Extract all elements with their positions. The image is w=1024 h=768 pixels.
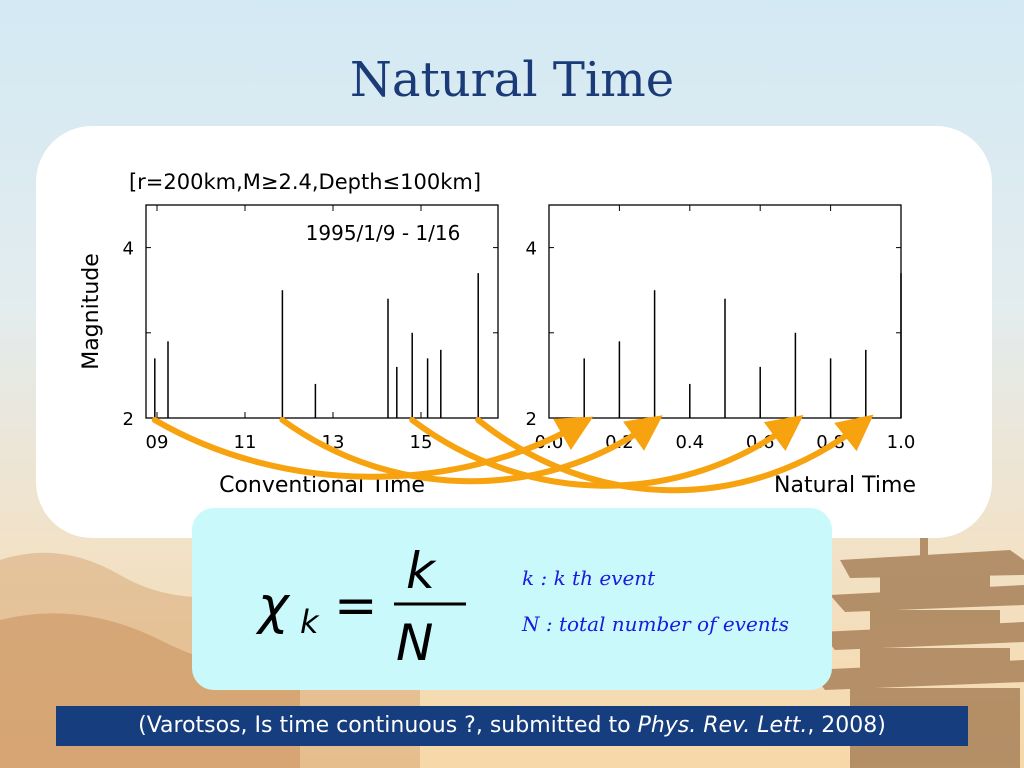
mapping-arrows	[151, 414, 874, 494]
left-yaxis-label: Magnitude	[79, 253, 104, 370]
formula-denominator: N	[396, 614, 433, 672]
date-range-annotation: 1995/1/9 - 1/16	[306, 221, 461, 245]
right-xtick-label: 1.0	[887, 432, 916, 453]
right-ytick-label: 4	[526, 239, 537, 260]
definition-N: N : total number of events	[522, 612, 789, 636]
left-ytick-label: 4	[123, 239, 134, 260]
slide-title: Natural Time	[349, 52, 675, 108]
left-xtick-label: 15	[410, 432, 433, 453]
formula-lhs-subscript: k	[300, 603, 320, 641]
mapping-arrow	[475, 414, 874, 494]
citation-prefix: (Varotsos, Is time continuous ?, submitt…	[138, 713, 638, 738]
formula-box: χ k = k N k : k th event N : total numbe…	[192, 508, 832, 690]
citation-bar: (Varotsos, Is time continuous ?, submitt…	[56, 706, 968, 746]
formula-lhs-symbol: χ	[255, 576, 291, 636]
left-xtick-label: 09	[146, 432, 169, 453]
pagoda-icon	[810, 520, 1024, 768]
formula-equals: =	[334, 576, 378, 636]
right-xtick-label: 0.4	[675, 432, 704, 453]
definition-k: k : k th event	[522, 566, 656, 590]
left-plot-frame	[145, 204, 499, 419]
formula-chi-k: χ k = k N	[255, 542, 466, 672]
citation-journal: Phys. Rev. Lett.	[637, 713, 808, 738]
mapping-arrow	[279, 415, 663, 485]
formula-numerator: k	[406, 542, 437, 600]
chart-subtitle: [r=200km,M≥2.4,Depth≤100km]	[129, 170, 481, 194]
right-ytick-label: 2	[526, 409, 537, 430]
right-xaxis-label: Natural Time	[774, 473, 916, 498]
mapping-arrow	[409, 415, 804, 489]
left-xtick-label: 11	[234, 432, 257, 453]
left-ytick-label: 2	[123, 409, 134, 430]
citation-suffix: , 2008)	[807, 713, 886, 738]
